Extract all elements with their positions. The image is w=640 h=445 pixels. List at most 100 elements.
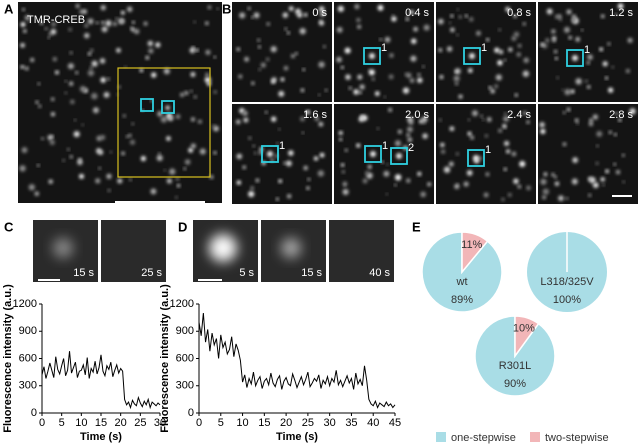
x-tick-label: 35 [345, 417, 357, 429]
spot [341, 170, 345, 174]
spot [49, 139, 55, 146]
spot [519, 160, 526, 167]
spot [339, 137, 343, 141]
spot [383, 95, 386, 98]
spot [357, 74, 363, 80]
spot [109, 150, 113, 154]
x-tick-label: 0 [196, 417, 202, 429]
micrograph [101, 220, 166, 282]
spot [466, 170, 473, 176]
highlight-box [467, 149, 485, 167]
spot [386, 163, 389, 166]
spot [543, 172, 548, 177]
pie-name: R301L [499, 360, 531, 372]
spot [486, 38, 490, 42]
spot [79, 86, 86, 92]
spot [376, 127, 380, 130]
spot [348, 86, 352, 90]
spot [513, 14, 517, 18]
spot [488, 86, 492, 90]
spot [498, 128, 503, 133]
spot-number: 1 [481, 42, 487, 54]
spot [480, 114, 484, 118]
spot [345, 74, 351, 80]
x-tick-label: 25 [302, 417, 314, 429]
spot-number: 1 [382, 140, 388, 152]
spot [239, 12, 246, 19]
y-tick-label: 300 [176, 380, 194, 392]
spot [470, 135, 475, 140]
spot [394, 140, 401, 147]
spot [448, 161, 454, 167]
spot [558, 195, 564, 202]
spot [422, 65, 425, 68]
spot [139, 68, 144, 73]
spot [406, 14, 409, 17]
spot [34, 191, 40, 196]
x-tick-label: 5 [218, 417, 224, 429]
spot [165, 105, 170, 110]
spot [336, 26, 343, 33]
spot [198, 119, 202, 124]
spot [260, 62, 266, 68]
spot [101, 26, 108, 33]
spot [175, 177, 180, 181]
x-tick-label: 20 [280, 417, 292, 429]
spot [377, 4, 384, 11]
pie-name: wt [456, 276, 468, 288]
spot [607, 42, 611, 46]
highlight-box [566, 49, 584, 67]
spot [540, 42, 544, 47]
x-tick-label: 10 [236, 417, 248, 429]
micrograph [334, 104, 434, 204]
spot [409, 78, 415, 83]
spot [105, 20, 112, 27]
time-label: 1.2 s [609, 7, 633, 19]
spot [456, 33, 459, 36]
spot [522, 111, 527, 116]
x-tick-label: 40 [367, 417, 379, 429]
spot [439, 75, 444, 79]
micrograph [334, 2, 434, 102]
spot [35, 100, 39, 104]
spot [468, 68, 473, 73]
spot [611, 65, 614, 69]
spot [131, 122, 135, 126]
spot [478, 156, 483, 161]
spot [96, 21, 99, 25]
spot [276, 142, 279, 145]
spot [391, 14, 395, 17]
spot [188, 147, 194, 153]
spot [131, 28, 136, 32]
spot [454, 70, 457, 73]
spot [407, 137, 413, 143]
spot [107, 189, 111, 192]
spot [37, 82, 41, 86]
spot [600, 177, 605, 182]
spot [318, 61, 325, 68]
spot [359, 91, 362, 94]
spot [417, 77, 423, 83]
x-tick-label: 20 [115, 417, 127, 429]
spot [320, 11, 325, 17]
spot [379, 38, 382, 41]
time-label: 0 s [312, 7, 327, 19]
spot [505, 6, 511, 12]
spot [443, 166, 451, 173]
spot [306, 186, 310, 190]
spot [47, 134, 53, 141]
spot [517, 184, 522, 189]
spot [572, 55, 578, 61]
spot [503, 167, 507, 171]
spot [513, 178, 519, 184]
y-tick-label: 0 [188, 407, 194, 419]
spot [84, 23, 89, 28]
x-tick-label: 10 [75, 417, 87, 429]
spot [67, 63, 74, 70]
spot [23, 29, 27, 33]
spot [90, 48, 94, 53]
y-tick-label: 1200 [13, 298, 37, 310]
x-axis-label: Time (s) [80, 431, 122, 443]
spot [191, 46, 195, 50]
spot [244, 56, 249, 62]
